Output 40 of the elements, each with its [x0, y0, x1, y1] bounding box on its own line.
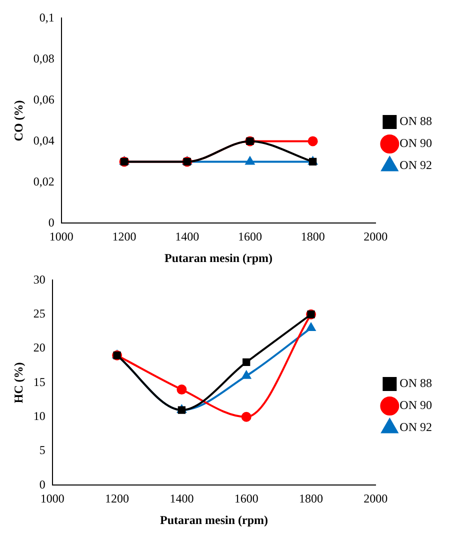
- y-tick-label: 30: [33, 272, 46, 286]
- x-axis-title: Putaran mesin (rpm): [160, 512, 268, 527]
- legend-label: ON 92: [400, 420, 432, 434]
- legend-label: ON 90: [400, 398, 432, 412]
- y-axis-title: HC (%): [11, 362, 26, 404]
- x-tick-label: 1400: [175, 230, 200, 244]
- y-tick-label: 15: [33, 374, 46, 389]
- y-tick-label: 25: [33, 306, 46, 321]
- y-tick-label: 0,02: [33, 174, 54, 188]
- x-tick-label: 1800: [300, 230, 325, 244]
- y-tick-label: 10: [33, 409, 46, 424]
- y-tick-label: 0,04: [33, 133, 54, 148]
- point: [241, 412, 252, 422]
- x-tick-label: 1600: [234, 492, 258, 506]
- legend-label: ON 92: [400, 158, 432, 172]
- y-tick-label: 20: [33, 340, 46, 355]
- x-tick-label: 1000: [40, 492, 64, 506]
- point: [306, 323, 316, 332]
- legend-label: ON 90: [400, 136, 432, 150]
- x-axis-title: Putaran mesin (rpm): [164, 250, 273, 265]
- y-tick-label: 0,08: [33, 51, 54, 66]
- x-tick-label: 1600: [238, 230, 262, 244]
- x-tick-label: 1200: [105, 492, 130, 506]
- legend-label: ON 88: [400, 114, 432, 128]
- x-tick-label: 1800: [299, 492, 324, 506]
- y-tick-label: 0,06: [33, 92, 54, 106]
- point: [242, 358, 250, 366]
- x-tick-label: 2000: [364, 230, 388, 244]
- y-tick-label: 5: [39, 443, 46, 458]
- y-axis-title: CO (%): [11, 100, 26, 142]
- x-tick-label: 1200: [112, 230, 136, 244]
- legend-label: ON 88: [400, 376, 432, 390]
- x-tick-label: 2000: [364, 492, 388, 506]
- x-tick-label: 1000: [49, 230, 74, 244]
- y-tick-label: 0: [39, 477, 46, 492]
- x-tick-label: 1400: [170, 492, 194, 506]
- y-tick-label: 0,1: [39, 10, 54, 24]
- y-tick-label: 0: [48, 215, 54, 230]
- point: [242, 370, 251, 379]
- point: [176, 384, 187, 395]
